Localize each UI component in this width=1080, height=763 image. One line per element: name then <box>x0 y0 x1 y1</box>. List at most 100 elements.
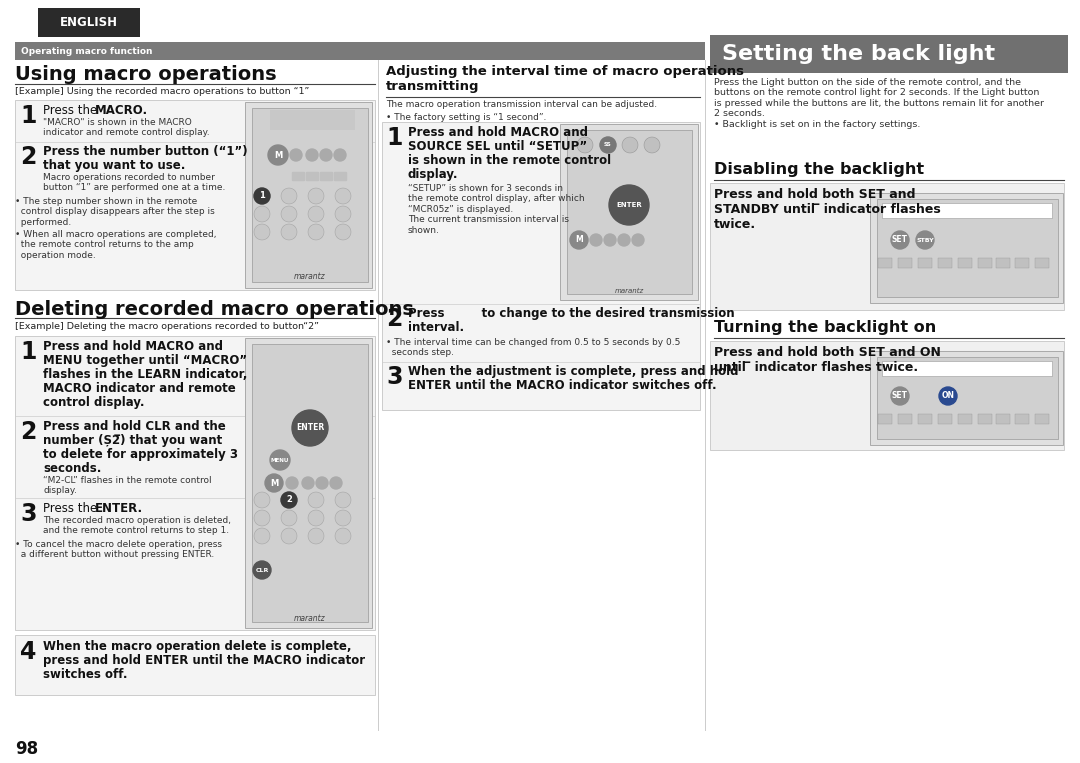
Bar <box>897 258 912 268</box>
Circle shape <box>281 224 297 240</box>
Text: [Example] Deleting the macro operations recorded to button“2”: [Example] Deleting the macro operations … <box>15 322 319 331</box>
Circle shape <box>254 206 270 222</box>
Bar <box>245 102 372 288</box>
Text: number (Ș2̅) that you want: number (Ș2̅) that you want <box>43 434 222 447</box>
Circle shape <box>622 137 638 153</box>
Bar <box>320 172 332 180</box>
Text: transmitting: transmitting <box>386 80 480 93</box>
Circle shape <box>286 477 298 489</box>
Circle shape <box>254 528 270 544</box>
Bar <box>882 203 1052 218</box>
Text: Press the Light button on the side of the remote control, and the
buttons on the: Press the Light button on the side of th… <box>714 78 1044 129</box>
Text: “M2-CL” flashes in the remote control
display.: “M2-CL” flashes in the remote control di… <box>43 476 212 495</box>
Bar <box>882 361 1052 376</box>
Text: Press the number button (“1”): Press the number button (“1”) <box>43 145 247 158</box>
Text: [Example] Using the recorded macro operations to button “1”: [Example] Using the recorded macro opera… <box>15 87 309 96</box>
Text: • The factory setting is “1 second”.: • The factory setting is “1 second”. <box>386 113 546 122</box>
Bar <box>996 258 1010 268</box>
Bar <box>15 42 705 60</box>
Text: ENGLISH: ENGLISH <box>60 16 118 29</box>
Circle shape <box>254 224 270 240</box>
Circle shape <box>292 410 328 446</box>
Bar <box>270 110 355 130</box>
Bar <box>567 130 692 294</box>
Text: • To cancel the macro delete operation, press
  a different button without press: • To cancel the macro delete operation, … <box>15 540 222 559</box>
Circle shape <box>291 149 302 161</box>
Text: Adjusting the interval time of macro operations: Adjusting the interval time of macro ope… <box>386 65 744 78</box>
Bar <box>939 414 951 424</box>
Circle shape <box>265 474 283 492</box>
Bar <box>1035 258 1049 268</box>
Circle shape <box>577 137 593 153</box>
Text: 2: 2 <box>386 307 403 331</box>
Bar <box>38 8 140 37</box>
Circle shape <box>590 234 602 246</box>
Bar <box>996 414 1010 424</box>
Bar <box>1015 414 1029 424</box>
Circle shape <box>600 137 616 153</box>
Text: is shown in the remote control: is shown in the remote control <box>408 154 611 167</box>
Bar <box>710 35 1068 73</box>
Circle shape <box>320 149 332 161</box>
Text: ON: ON <box>942 391 955 401</box>
Bar <box>878 258 892 268</box>
Text: 3: 3 <box>386 365 403 389</box>
Bar <box>958 414 972 424</box>
Bar <box>15 635 375 695</box>
Bar <box>334 172 346 180</box>
Text: STBY: STBY <box>916 237 934 243</box>
Circle shape <box>600 137 616 153</box>
Circle shape <box>281 510 297 526</box>
Text: ENTER.: ENTER. <box>95 502 144 515</box>
Bar <box>870 351 1063 445</box>
Bar <box>561 124 698 300</box>
Bar <box>1015 258 1029 268</box>
Text: Press the: Press the <box>43 104 102 117</box>
Circle shape <box>632 234 644 246</box>
Circle shape <box>268 145 288 165</box>
Text: SET: SET <box>892 236 908 244</box>
Text: Press and hold MACRO and: Press and hold MACRO and <box>43 340 222 353</box>
Circle shape <box>609 185 649 225</box>
Text: Press and hold MACRO and: Press and hold MACRO and <box>408 126 588 139</box>
Circle shape <box>891 231 909 249</box>
Bar <box>877 357 1058 439</box>
Bar <box>878 414 892 424</box>
Circle shape <box>302 477 314 489</box>
Text: MACRO indicator and remote: MACRO indicator and remote <box>43 382 235 395</box>
Bar <box>870 193 1063 303</box>
Text: press and hold ENTER until the MACRO indicator: press and hold ENTER until the MACRO ind… <box>43 654 365 667</box>
Text: When the macro operation delete is complete,: When the macro operation delete is compl… <box>43 640 351 653</box>
Text: MENU together until “MACRO”: MENU together until “MACRO” <box>43 354 247 367</box>
Circle shape <box>335 188 351 204</box>
Text: "MACRO" is shown in the MACRO
indicator and remote control display.: "MACRO" is shown in the MACRO indicator … <box>43 118 210 137</box>
Text: • The interval time can be changed from 0.5 to 5 seconds by 0.5
  seconds step.: • The interval time can be changed from … <box>386 338 680 357</box>
Bar <box>877 199 1058 297</box>
Text: MENU: MENU <box>271 458 289 462</box>
Circle shape <box>281 206 297 222</box>
Text: Press the: Press the <box>43 502 102 515</box>
Text: ENTER: ENTER <box>616 202 642 208</box>
Circle shape <box>335 206 351 222</box>
Text: 1: 1 <box>21 340 37 364</box>
Text: Turning the backlight on: Turning the backlight on <box>714 320 936 335</box>
Circle shape <box>254 188 270 204</box>
Bar <box>978 258 993 268</box>
Text: 2: 2 <box>21 145 37 169</box>
Circle shape <box>335 528 351 544</box>
Text: 1: 1 <box>259 192 265 201</box>
Circle shape <box>316 477 328 489</box>
Circle shape <box>254 510 270 526</box>
Text: ENTER: ENTER <box>296 423 324 433</box>
Circle shape <box>308 206 324 222</box>
Text: SS: SS <box>604 143 612 147</box>
Bar <box>252 108 368 282</box>
Bar <box>382 122 700 410</box>
Text: Press and hold both SET and ON
until ̅ indicator flashes twice.: Press and hold both SET and ON until ̅ i… <box>714 346 941 374</box>
Bar <box>15 100 375 290</box>
Circle shape <box>335 492 351 508</box>
Circle shape <box>618 234 630 246</box>
Bar <box>939 258 951 268</box>
Text: marantz: marantz <box>294 614 326 623</box>
Text: interval.: interval. <box>408 321 464 334</box>
